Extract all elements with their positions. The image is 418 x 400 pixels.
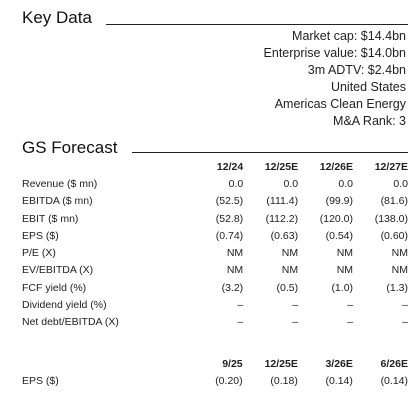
quarterly-header-row: 9/25 12/25E 3/26E 6/26E [22, 355, 408, 372]
table-row: FCF yield (%) (3.2) (0.5) (1.0) (1.3) [22, 279, 408, 296]
cell-value: (0.63) [270, 229, 299, 242]
table-row: EV/EBITDA (X) NM NM NM NM [22, 262, 408, 279]
gs-forecast-header: GS Forecast [22, 138, 408, 158]
cell-value: NM [391, 264, 408, 277]
row-label: EBITDA ($ mn) [22, 195, 93, 208]
cell-value: – [292, 299, 299, 312]
cell-value: – [347, 316, 354, 329]
cell-value: NM [226, 247, 244, 260]
forecast-table: 12/24 12/25E 12/26E 12/27E Revenue ($ mn… [22, 158, 408, 331]
forecast-col-header: 12/25E [264, 160, 299, 173]
cell-value: NM [226, 264, 244, 277]
cell-value: (111.4) [266, 195, 299, 208]
key-data-list: Market cap: $14.4bn Enterprise value: $1… [264, 28, 406, 130]
cell-value: 0.0 [393, 177, 408, 190]
gs-forecast-title: GS Forecast [22, 138, 118, 157]
cell-value: NM [391, 247, 408, 260]
table-row: EPS ($) (0.74) (0.63) (0.54) (0.60) [22, 227, 408, 244]
cell-value: (0.18) [270, 374, 298, 387]
cell-value: (52.5) [215, 195, 244, 208]
row-label: EPS ($) [22, 229, 59, 242]
gs-forecast-rule [132, 152, 408, 153]
forecast-header-row: 12/24 12/25E 12/26E 12/27E [22, 158, 408, 175]
table-row: EBITDA ($ mn) (52.5) (111.4) (99.9) (81.… [22, 193, 408, 210]
forecast-col-header: 12/27E [374, 160, 408, 173]
quarterly-col-header: 12/25E [264, 357, 298, 370]
forecast-col-header: 12/24 [216, 160, 244, 173]
cell-value: (0.14) [380, 374, 408, 387]
cell-value: (81.6) [380, 195, 408, 208]
forecast-col-header: 12/26E [319, 160, 354, 173]
key-data-rule [106, 24, 408, 25]
table-row: Dividend yield (%) – – – – [22, 296, 408, 313]
cell-value: – [402, 316, 408, 329]
cell-value: (0.5) [276, 281, 299, 294]
key-data-header: Key Data [22, 8, 408, 28]
table-row: EPS ($) (0.20) (0.18) (0.14) (0.14) [22, 372, 408, 389]
cell-value: 0.0 [338, 177, 354, 190]
cell-value: NM [336, 247, 354, 260]
cell-value: (138.0) [374, 212, 408, 225]
cell-value: – [292, 316, 299, 329]
table-row: EBIT ($ mn) (52.8) (112.2) (120.0) (138.… [22, 210, 408, 227]
coverage-group: Americas Clean Energy [274, 97, 406, 111]
cell-value: NM [281, 264, 299, 277]
cell-value: – [237, 316, 244, 329]
table-row: P/E (X) NM NM NM NM [22, 244, 408, 261]
row-label: EV/EBITDA (X) [22, 264, 94, 277]
cell-value: (1.0) [331, 281, 354, 294]
cell-value: 0.0 [283, 177, 299, 190]
row-label: Net debt/EBITDA (X) [22, 316, 119, 329]
cell-value: (52.8) [215, 212, 244, 225]
row-label: Revenue ($ mn) [22, 177, 98, 190]
market-cap: Market cap: $14.4bn [292, 29, 406, 43]
cell-value: NM [281, 247, 299, 260]
table-row: Revenue ($ mn) 0.0 0.0 0.0 0.0 [22, 175, 408, 192]
adtv: 3m ADTV: $2.4bn [307, 63, 406, 77]
cell-value: 0.0 [228, 177, 244, 190]
row-label: FCF yield (%) [22, 281, 87, 294]
cell-value: (99.9) [325, 195, 354, 208]
row-label: EPS ($) [22, 374, 59, 387]
cell-value: – [402, 299, 408, 312]
enterprise-value: Enterprise value: $14.0bn [263, 46, 406, 60]
cell-value: – [347, 299, 354, 312]
ma-rank: M&A Rank: 3 [333, 114, 406, 128]
row-label: Dividend yield (%) [22, 299, 107, 312]
cell-value: (112.2) [265, 212, 299, 225]
cell-value: – [237, 299, 244, 312]
quarterly-col-header: 6/26E [380, 357, 408, 370]
row-label: EBIT ($ mn) [22, 212, 79, 225]
cell-value: (3.2) [221, 281, 244, 294]
cell-value: (120.0) [319, 212, 354, 225]
key-data-title: Key Data [22, 8, 92, 27]
cell-value: (0.74) [215, 229, 244, 242]
cell-value: (0.20) [215, 374, 243, 387]
country: United States [330, 80, 406, 94]
cell-value: (1.3) [386, 281, 408, 294]
quarterly-col-header: 3/26E [325, 357, 353, 370]
table-row: Net debt/EBITDA (X) – – – – [22, 314, 408, 331]
cell-value: NM [336, 264, 354, 277]
row-label: P/E (X) [22, 247, 56, 260]
quarterly-col-header: 9/25 [222, 357, 243, 370]
cell-value: (0.14) [325, 374, 353, 387]
cell-value: (0.54) [325, 229, 354, 242]
quarterly-table: 9/25 12/25E 3/26E 6/26E EPS ($) (0.20) (… [22, 355, 408, 390]
cell-value: (0.60) [380, 229, 408, 242]
